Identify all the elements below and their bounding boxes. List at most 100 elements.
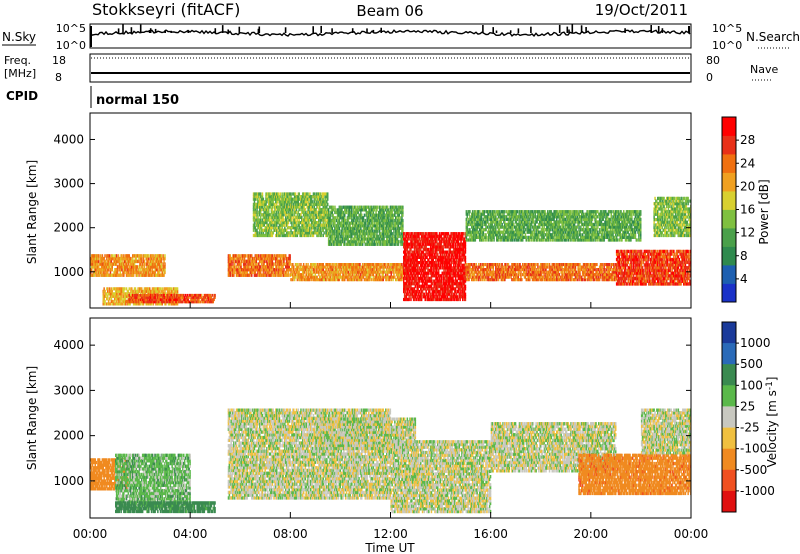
- heatmap-cell: [326, 275, 328, 279]
- heatmap-cell: [398, 275, 400, 279]
- heatmap-cell: [270, 215, 273, 219]
- heatmap-cell: [205, 293, 207, 297]
- heatmap-cell: [167, 292, 170, 296]
- heatmap-cell: [390, 275, 392, 279]
- heatmap-cell: [378, 270, 380, 274]
- heatmap-cell: [259, 210, 262, 214]
- heatmap-cell: [286, 202, 289, 206]
- heatmap-cell: [95, 270, 97, 275]
- heatmap-cell: [149, 298, 152, 302]
- heatmap-cell: [401, 213, 403, 217]
- heatmap-cell: [103, 259, 105, 264]
- heatmap-cell: [357, 273, 359, 277]
- heatmap-cell: [256, 268, 258, 272]
- heatmap-cell: [375, 278, 377, 282]
- heatmap-cell: [412, 276, 415, 280]
- heatmap-cell: [340, 232, 342, 236]
- heatmap-cell: [382, 263, 384, 267]
- heatmap-cell: [403, 284, 406, 288]
- heatmap-cell: [123, 299, 125, 303]
- heatmap-cell: [359, 237, 361, 241]
- heatmap-cell: [385, 275, 387, 279]
- heatmap-cell: [305, 226, 307, 230]
- heatmap-cell: [263, 254, 265, 258]
- heatmap-cell: [142, 256, 145, 261]
- heatmap-cell: [335, 275, 337, 279]
- heatmap-cell: [404, 258, 407, 262]
- heatmap-cell: [98, 254, 100, 258]
- heatmap-cell: [413, 287, 416, 291]
- heatmap-cell: [397, 268, 400, 272]
- heatmap-cell: [335, 263, 338, 267]
- heatmap-cell: [285, 205, 288, 209]
- heatmap-cell: [95, 262, 97, 266]
- heatmap-cell: [271, 195, 274, 199]
- heatmap-cell: [272, 256, 274, 261]
- heatmap-cell: [292, 231, 294, 235]
- heatmap-cell: [360, 213, 362, 217]
- heatmap-cell: [265, 210, 267, 214]
- heatmap-cell: [369, 213, 372, 217]
- heatmap-cell: [208, 298, 211, 302]
- heatmap-cell: [414, 274, 417, 278]
- heatmap-cell: [333, 221, 335, 225]
- heatmap-cell: [394, 208, 396, 212]
- heatmap-cell: [185, 296, 188, 299]
- heatmap-cell: [234, 254, 236, 258]
- heatmap-cell: [396, 232, 399, 236]
- heatmap-cell: [125, 270, 128, 275]
- heatmap-cell: [391, 265, 393, 269]
- heatmap-cell: [115, 292, 117, 296]
- heatmap-cell: [415, 237, 417, 241]
- heatmap-cell: [326, 278, 328, 282]
- heatmap-cell: [242, 270, 245, 275]
- heatmap-cell: [347, 270, 350, 274]
- heatmap-cell: [396, 265, 399, 269]
- heatmap-cell: [400, 234, 402, 238]
- heatmap-cell: [335, 210, 337, 215]
- heatmap-cell: [379, 213, 382, 217]
- heatmap-cell: [109, 302, 112, 306]
- heatmap-cell: [148, 265, 150, 269]
- heatmap-cell: [268, 205, 270, 209]
- heatmap-cell: [113, 287, 115, 291]
- heatmap-cell: [170, 302, 172, 306]
- heatmap-cell: [366, 275, 368, 279]
- heatmap-cell: [112, 299, 114, 303]
- heatmap-cell: [117, 254, 120, 258]
- heatmap-cell: [332, 229, 334, 233]
- heatmap-cell: [132, 259, 135, 264]
- heatmap-cell: [381, 265, 384, 269]
- heatmap-cell: [387, 218, 390, 223]
- heatmap-cell: [149, 265, 152, 269]
- heatmap-cell: [136, 296, 138, 299]
- heatmap-cell: [352, 275, 355, 279]
- heatmap-cell: [266, 208, 268, 212]
- heatmap-cell: [147, 302, 149, 306]
- heatmap-cell: [293, 195, 296, 199]
- heatmap-cell: [302, 263, 305, 267]
- heatmap-cell: [343, 273, 345, 277]
- heatmap-cell: [268, 256, 271, 261]
- heatmap-cell: [144, 273, 147, 277]
- heatmap-cell: [308, 275, 310, 279]
- heatmap-cell: [281, 254, 283, 258]
- heatmap-cell: [306, 195, 308, 199]
- heatmap-cell: [122, 302, 124, 306]
- heatmap-cell: [356, 210, 358, 215]
- heatmap-cell: [152, 293, 155, 297]
- heatmap-cell: [263, 228, 265, 232]
- heatmap-cell: [121, 268, 123, 272]
- heatmap-cell: [293, 273, 296, 277]
- heatmap-cell: [372, 234, 375, 238]
- heatmap-cell: [382, 205, 384, 209]
- heatmap-cell: [379, 268, 382, 272]
- heatmap-cell: [296, 226, 299, 230]
- heatmap-cell: [158, 289, 161, 293]
- heatmap-cell: [148, 302, 150, 306]
- heatmap-cell: [376, 218, 378, 223]
- heatmap-cell: [338, 232, 341, 236]
- heatmap-cell: [288, 215, 290, 219]
- heatmap-cell: [327, 268, 330, 272]
- heatmap-cell: [347, 229, 350, 233]
